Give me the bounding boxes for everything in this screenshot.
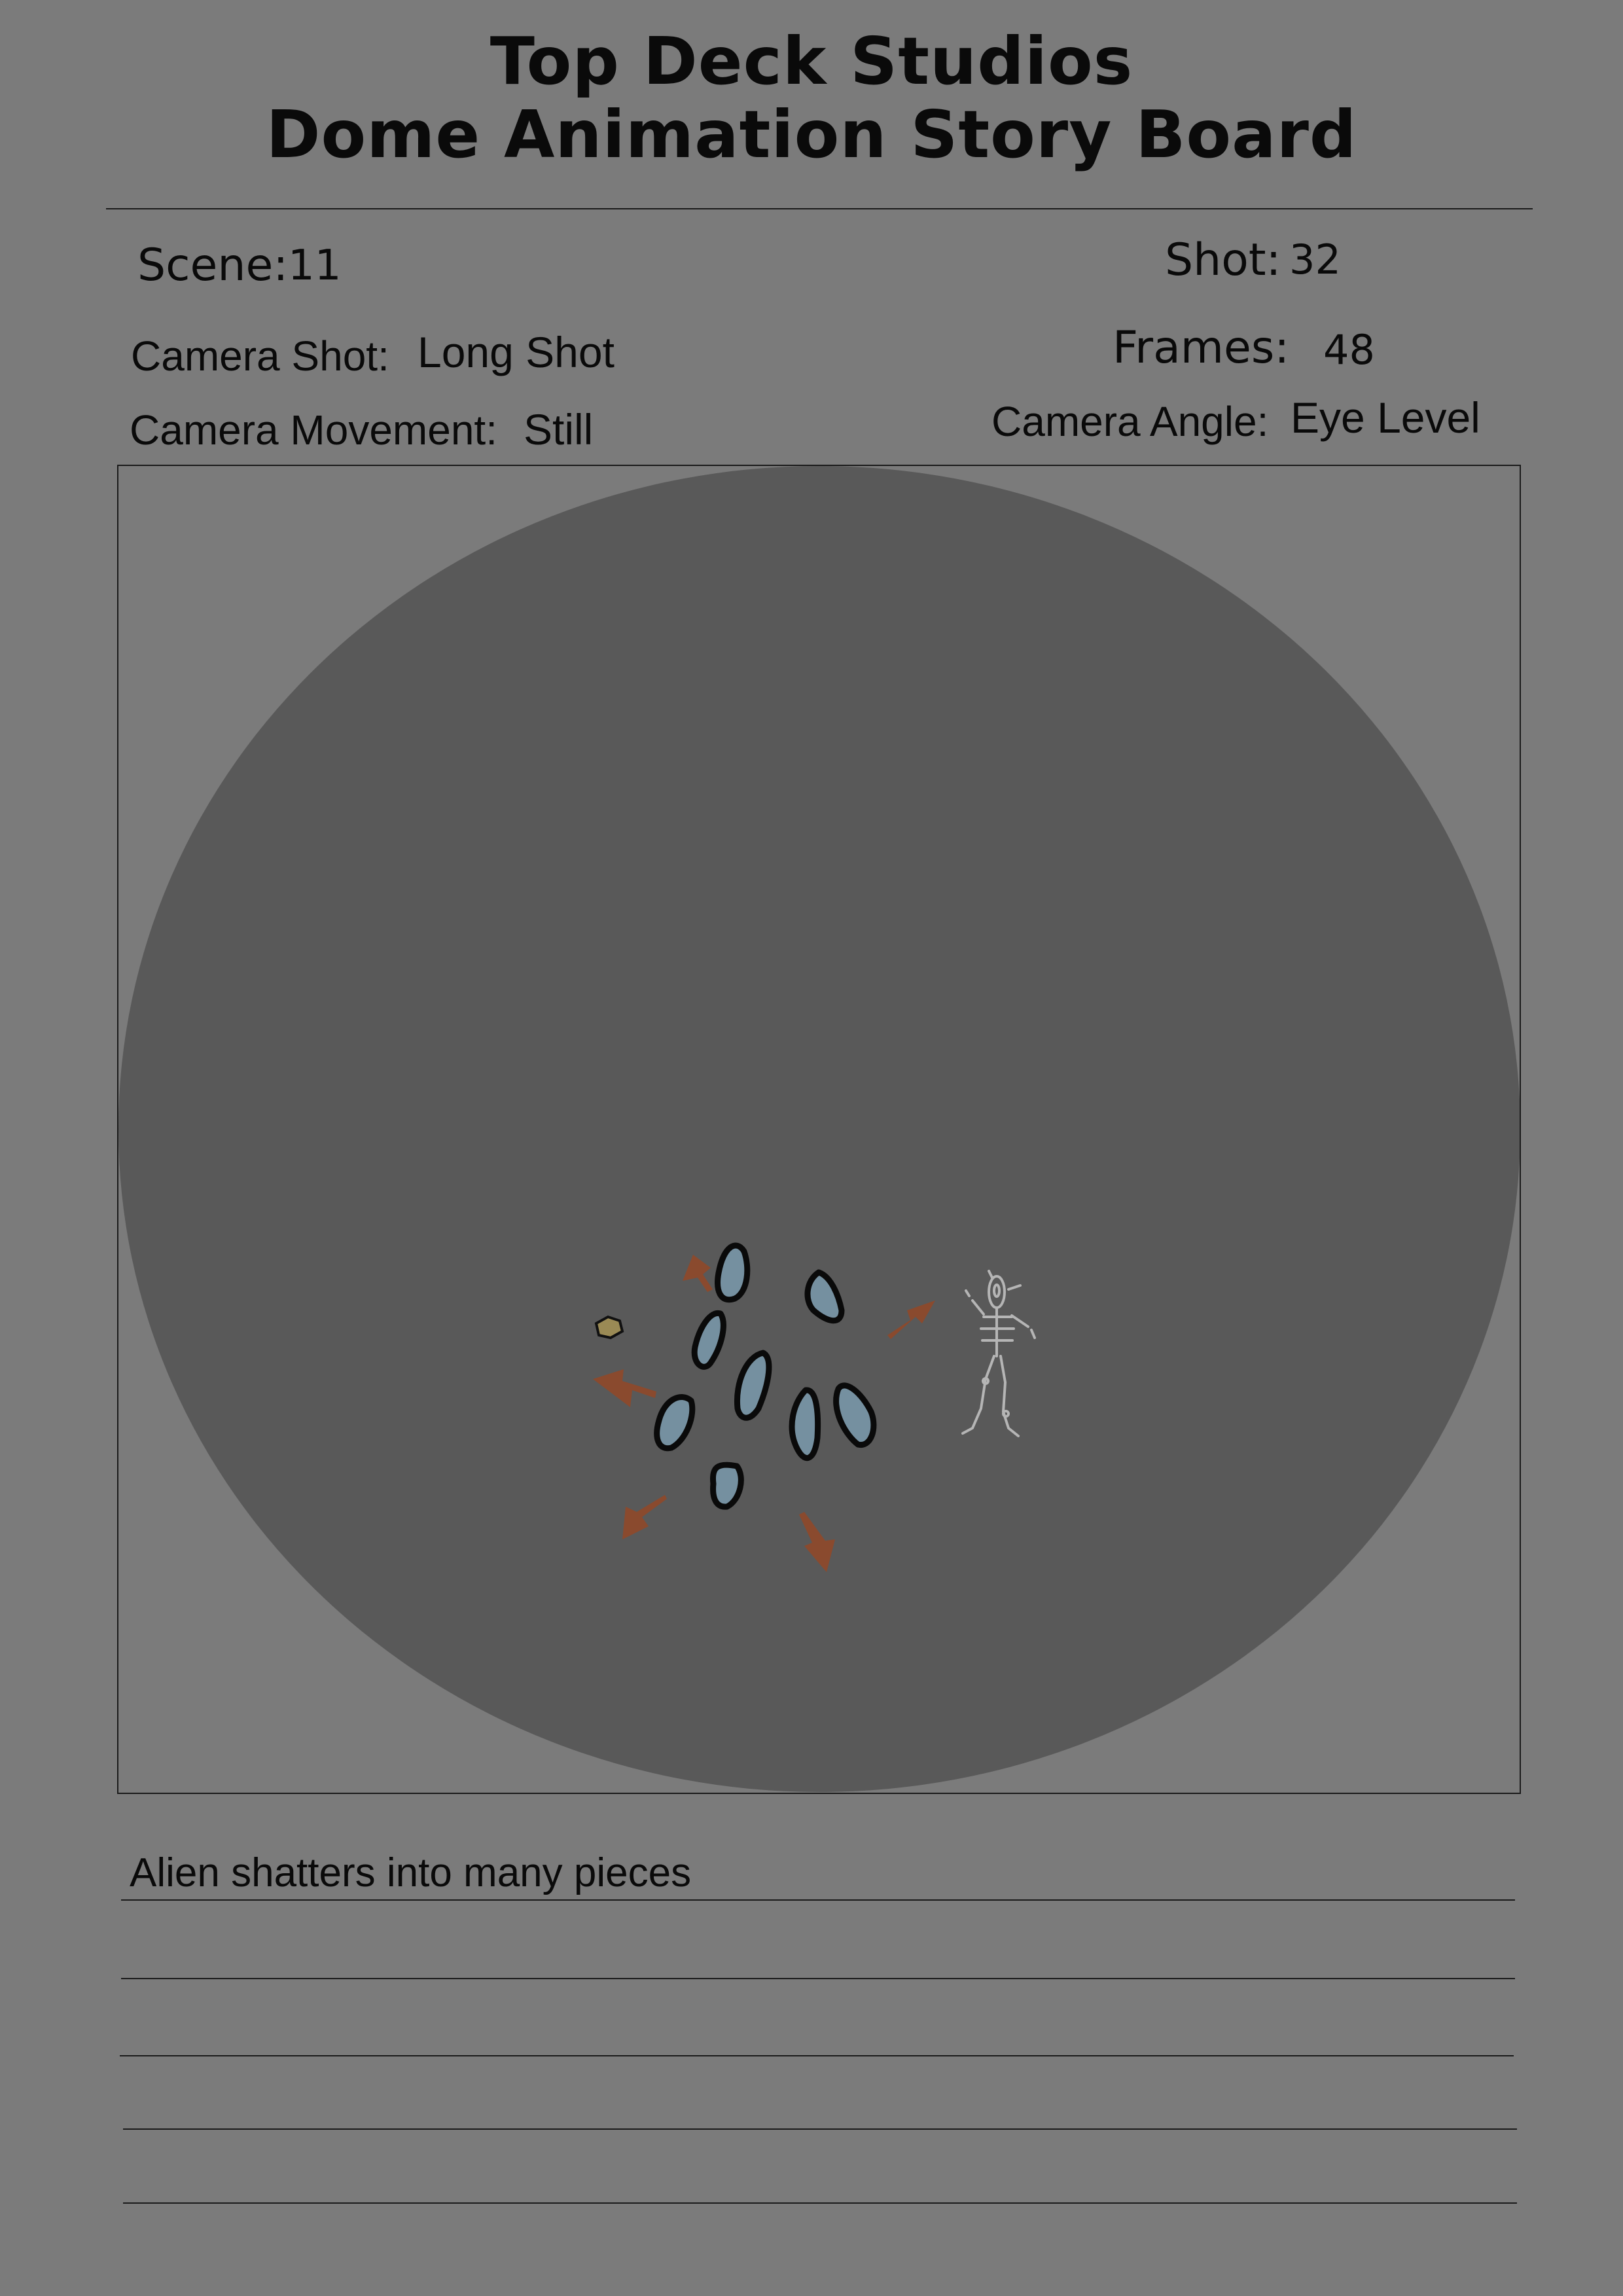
scene-label: Scene:: [137, 240, 289, 291]
note-line: [121, 1978, 1515, 1979]
dome-drawing: [118, 466, 1520, 1792]
alien-shard-icon: [789, 1387, 821, 1461]
alien-shard-icon: [804, 1269, 845, 1324]
camera-angle-label: Camera Angle:: [991, 398, 1269, 445]
note-line: [121, 1899, 1515, 1901]
camera-movement-label: Camera Movement:: [130, 406, 497, 454]
frames-label: Frames:: [1113, 322, 1290, 374]
small-rock-icon: [594, 1315, 624, 1340]
studio-name: Top Deck Studios: [490, 23, 1133, 99]
dome-circle: [118, 466, 1520, 1792]
debris-arrow-icon: [622, 1495, 667, 1539]
camera-angle-value[interactable]: Eye Level: [1291, 393, 1480, 442]
frames-value[interactable]: 48: [1323, 326, 1375, 374]
debris-arrow-icon: [683, 1255, 713, 1292]
board-title: Dome Animation Story Board: [266, 96, 1357, 173]
debris-arrow-icon: [887, 1300, 935, 1339]
alien-shard-icon: [734, 1350, 772, 1421]
alien-shard-icon: [833, 1382, 877, 1448]
camera-shot-value[interactable]: Long Shot: [418, 328, 615, 376]
skeleton-figure-icon: [961, 1270, 1036, 1437]
camera-movement-value[interactable]: Still: [524, 405, 594, 454]
note-line: [123, 2128, 1517, 2130]
shot-description[interactable]: Alien shatters into many pieces: [130, 1850, 692, 1895]
scene-value[interactable]: 11: [288, 242, 342, 290]
shot-value[interactable]: 32: [1289, 236, 1341, 283]
alien-shard-icon: [709, 1462, 744, 1510]
alien-shard-icon: [691, 1310, 726, 1370]
debris-arrow-icon: [799, 1512, 835, 1572]
note-line: [120, 2055, 1514, 2056]
storyboard-panel: [117, 465, 1521, 1794]
alien-shard-icon: [715, 1242, 751, 1303]
debris-arrow-icon: [593, 1369, 656, 1407]
note-line: [123, 2202, 1517, 2204]
shot-label: Shot:: [1165, 234, 1281, 286]
alien-shard-icon: [654, 1394, 696, 1452]
camera-shot-label: Camera Shot:: [131, 332, 389, 380]
header-divider: [106, 208, 1533, 209]
